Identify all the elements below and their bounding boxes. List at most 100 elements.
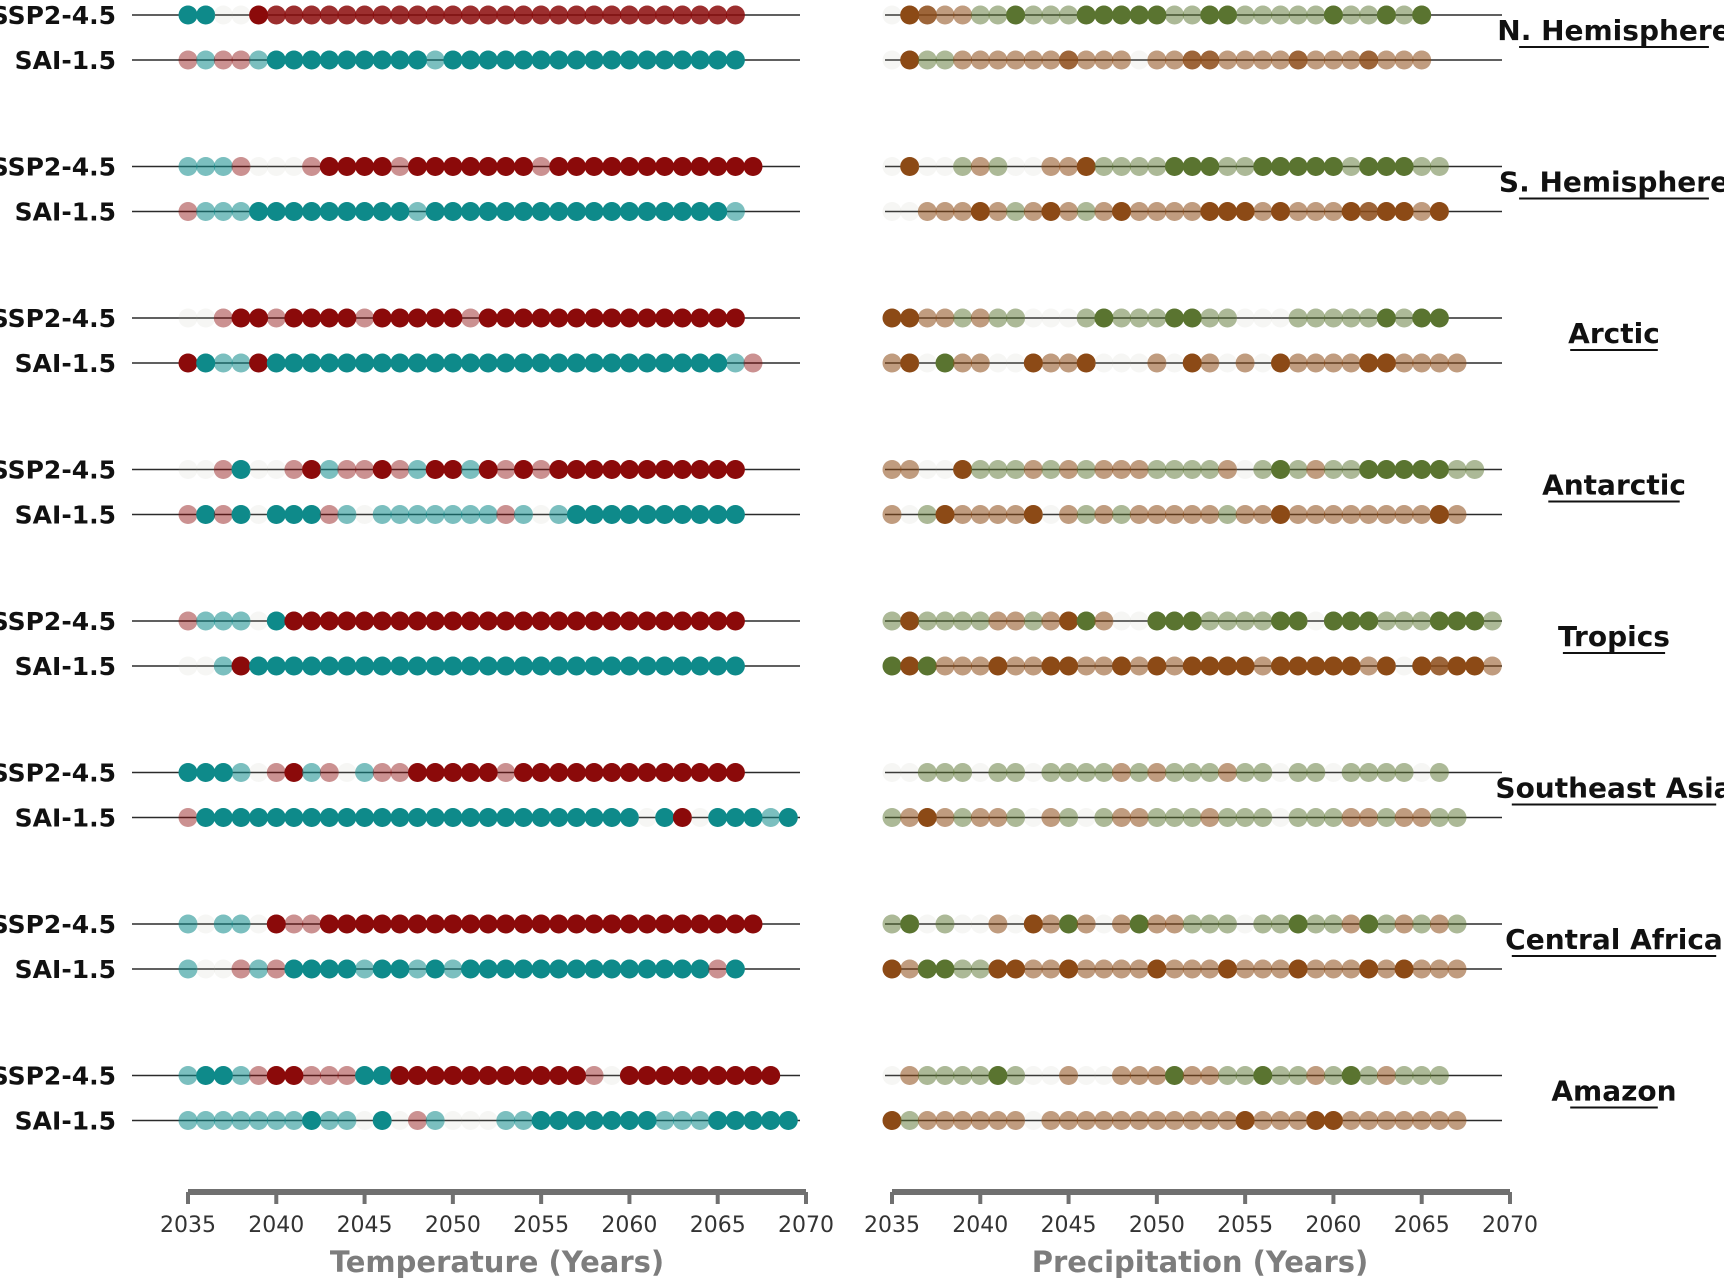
temperature-year-dot	[319, 611, 339, 631]
precipitation-year-dot	[1412, 460, 1432, 479]
temperature-year-dot	[478, 460, 498, 479]
temperature-year-dot	[672, 505, 692, 524]
precipitation-year-dot	[1253, 656, 1273, 676]
precipitation-year-dot	[1323, 959, 1343, 979]
temperature-year-dot	[655, 353, 675, 373]
precipitation-year-dot	[953, 353, 973, 373]
precipitation-year-dot	[935, 460, 955, 479]
temperature-year-dot	[743, 1111, 763, 1130]
precipitation-year-dot	[1059, 808, 1079, 827]
precipitation-year-dot	[1041, 5, 1061, 25]
temperature-year-dot	[690, 308, 710, 328]
precipitation-year-dot	[1271, 611, 1290, 631]
temperature-year-dot	[478, 656, 498, 676]
temperature-year-dot	[549, 308, 569, 328]
precipitation-year-dot	[1023, 5, 1043, 25]
precipitation-year-dot	[1306, 202, 1326, 221]
temperature-year-dot	[178, 460, 198, 479]
temperature-year-dot	[778, 1111, 798, 1130]
temperature-year-dot	[655, 914, 675, 934]
precipitation-year-dot	[1006, 202, 1026, 221]
precipitation-year-dot	[900, 611, 920, 631]
precipitation-year-dot	[1271, 157, 1290, 176]
scenario-label: SSP2-4.5	[0, 1, 116, 30]
precipitation-year-dot	[935, 1066, 955, 1085]
precipitation-year-dot	[1271, 763, 1290, 782]
temperature-year-dot	[478, 763, 498, 782]
temperature-year-dot	[514, 611, 533, 631]
temperature-year-dot	[478, 157, 498, 176]
temperature-year-dot	[496, 914, 516, 934]
temperature-year-dot	[355, 5, 375, 25]
precipitation-year-dot	[1165, 763, 1184, 782]
temperature-year-dot	[567, 308, 586, 328]
temperature-year-dot	[478, 914, 498, 934]
temperature-year-dot	[549, 656, 569, 676]
precipitation-year-dot	[1253, 50, 1273, 70]
precipitation-year-dot	[1288, 353, 1308, 373]
temperature-year-dot	[514, 914, 533, 934]
temperature-year-dot	[266, 914, 286, 934]
precipitation-year-dot	[1165, 202, 1184, 221]
temperature-year-dot	[708, 763, 728, 782]
precipitation-year-dot	[1059, 959, 1079, 979]
precipitation-year-dot	[1041, 611, 1061, 631]
temperature-year-dot	[708, 157, 728, 176]
temperature-year-dot	[549, 460, 569, 479]
precipitation-year-dot	[1218, 959, 1237, 979]
temperature-year-dot	[461, 1111, 480, 1130]
temperature-year-dot	[690, 202, 710, 221]
temperature-year-dot	[213, 5, 233, 25]
precipitation-year-dot	[1094, 5, 1114, 25]
temperature-year-dot	[284, 959, 304, 979]
precipitation-year-dot	[1253, 808, 1273, 827]
temperature-year-dot	[302, 656, 322, 676]
precipitation-year-dot	[1006, 505, 1026, 524]
precipitation-tick-label: 2065	[1394, 1213, 1450, 1238]
temperature-year-dot	[408, 460, 427, 479]
precipitation-year-dot	[1094, 611, 1114, 631]
precipitation-year-dot	[1112, 50, 1131, 70]
scenario-label: SAI-1.5	[15, 46, 116, 75]
temperature-year-dot	[619, 1066, 639, 1085]
temperature-year-dot	[443, 763, 463, 782]
precipitation-year-dot	[1218, 611, 1237, 631]
temperature-year-dot	[708, 656, 728, 676]
temperature-year-dot	[231, 656, 251, 676]
temperature-year-dot	[231, 611, 251, 631]
precipitation-year-dot	[1059, 353, 1079, 373]
temperature-year-dot	[213, 202, 233, 221]
temperature-year-dot	[249, 656, 269, 676]
temperature-year-dot	[672, 1066, 692, 1085]
precipitation-year-dot	[900, 1066, 920, 1085]
temperature-year-dot	[302, 50, 322, 70]
temperature-year-dot	[337, 50, 357, 70]
precipitation-year-dot	[1323, 1111, 1343, 1130]
temperature-year-dot	[690, 611, 710, 631]
temperature-year-dot	[690, 1066, 710, 1085]
temperature-year-dot	[478, 505, 498, 524]
temperature-year-dot	[249, 808, 269, 827]
precipitation-year-dot	[1482, 611, 1502, 631]
temperature-year-dot	[284, 611, 304, 631]
temperature-year-dot	[443, 959, 463, 979]
precipitation-year-dot	[1094, 505, 1114, 524]
temperature-year-dot	[249, 959, 269, 979]
temperature-year-dot	[531, 5, 551, 25]
precipitation-year-dot	[1412, 308, 1432, 328]
precipitation-year-dot	[1376, 656, 1396, 676]
precipitation-year-dot	[1182, 808, 1202, 827]
precipitation-year-dot	[1323, 611, 1343, 631]
precipitation-year-dot	[1200, 611, 1220, 631]
temperature-year-dot	[496, 202, 516, 221]
precipitation-year-dot	[1147, 959, 1167, 979]
temperature-year-dot	[337, 308, 357, 328]
precipitation-year-dot	[1429, 505, 1449, 524]
temperature-tick-label: 2040	[248, 1213, 304, 1238]
temperature-year-dot	[549, 505, 569, 524]
temperature-year-dot	[567, 5, 586, 25]
region-label: N. Hemisphere	[1497, 14, 1724, 47]
temperature-year-dot	[231, 460, 251, 479]
region-n-hemisphere: SSP2-4.5 SAI-1.5 N. Hemisphere	[0, 1, 1724, 75]
temperature-year-dot	[461, 5, 480, 25]
